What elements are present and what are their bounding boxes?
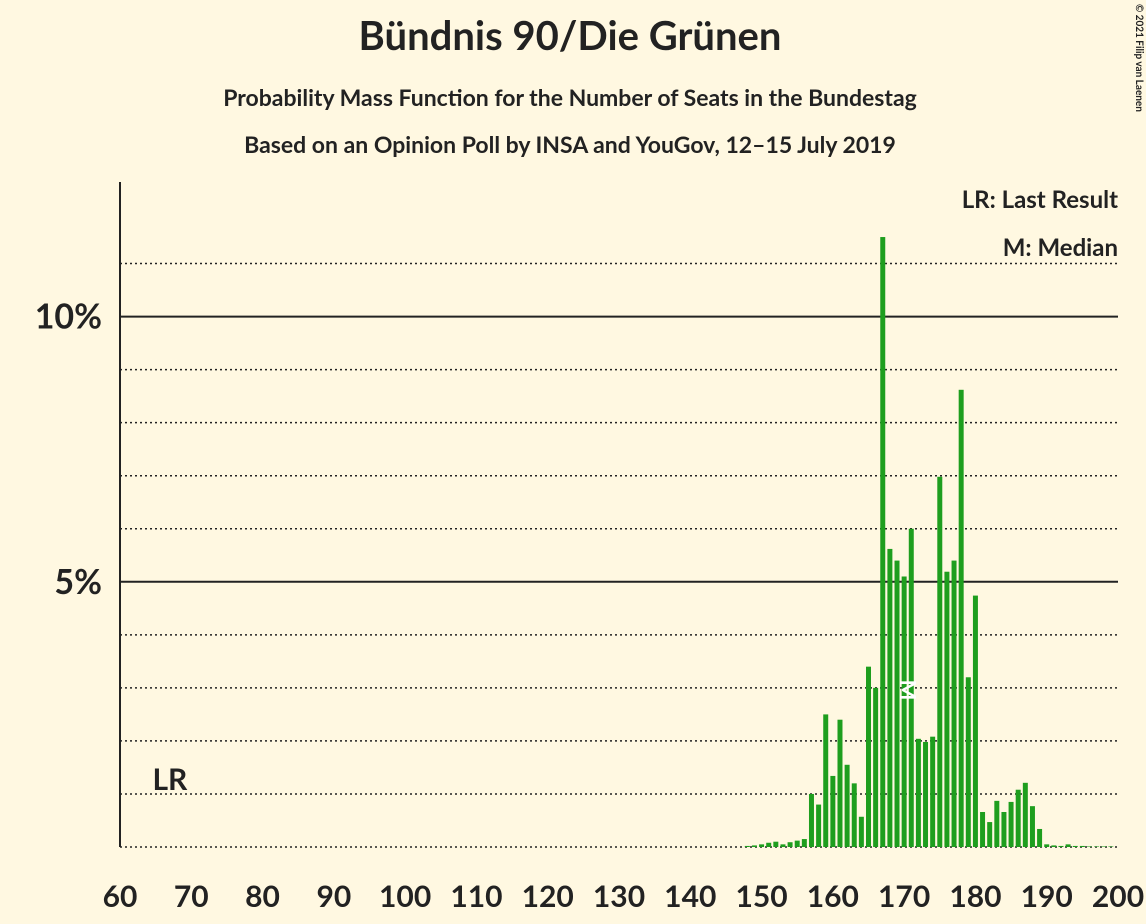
bar — [1094, 846, 1100, 847]
bar — [866, 666, 871, 847]
bar — [1008, 801, 1014, 847]
bar — [987, 822, 993, 847]
bar — [951, 560, 957, 847]
bar — [794, 840, 800, 847]
bar — [744, 845, 750, 847]
bar — [837, 719, 843, 847]
bar — [1037, 828, 1043, 847]
x-tick-label: 180 — [949, 878, 1001, 914]
bar — [787, 842, 793, 847]
bar — [780, 844, 786, 847]
bar — [965, 677, 971, 847]
x-tick-label: 100 — [379, 878, 431, 914]
bar — [915, 738, 921, 847]
bar — [930, 736, 936, 847]
bar — [972, 595, 978, 847]
bar — [830, 775, 836, 847]
bar — [808, 793, 814, 847]
y-tick-label: 10% — [35, 296, 102, 337]
bar — [937, 476, 943, 847]
bar — [887, 548, 893, 847]
x-tick-label: 120 — [522, 878, 574, 914]
x-tick-label: 70 — [174, 878, 209, 914]
bar — [1015, 789, 1021, 847]
bar — [980, 811, 986, 847]
x-tick-label: 130 — [593, 878, 645, 914]
bar — [901, 576, 907, 847]
median-label: M — [895, 680, 922, 701]
bar — [1065, 844, 1071, 847]
y-tick-label: 5% — [54, 561, 102, 602]
bar — [773, 841, 779, 847]
chart-subtitle: Probability Mass Function for the Number… — [223, 83, 917, 111]
bar — [759, 844, 765, 847]
bar — [844, 764, 850, 847]
bar — [894, 560, 900, 847]
legend-entry: LR: Last Result — [962, 185, 1118, 214]
x-tick-label: 190 — [1021, 878, 1073, 914]
bar — [1058, 845, 1064, 847]
bar — [858, 816, 864, 847]
bar — [908, 528, 914, 847]
bar — [801, 839, 807, 847]
bar — [1101, 846, 1107, 847]
bar — [1044, 844, 1050, 847]
bar — [1079, 845, 1085, 847]
bar — [880, 237, 886, 848]
bar — [766, 842, 772, 847]
bar — [1029, 806, 1035, 847]
x-tick-label: 80 — [245, 878, 280, 914]
last-result-label: LR — [152, 761, 188, 797]
bar — [1001, 811, 1007, 847]
x-tick-label: 90 — [316, 878, 351, 914]
bar — [751, 845, 757, 847]
x-tick-label: 160 — [807, 878, 859, 914]
x-tick-label: 200 — [1092, 878, 1144, 914]
x-tick-label: 140 — [664, 878, 716, 914]
bar — [816, 804, 822, 847]
bar — [958, 389, 964, 847]
bar — [1051, 845, 1057, 847]
bar — [1072, 845, 1078, 847]
bar — [1086, 846, 1092, 847]
bar — [823, 714, 829, 847]
bar — [994, 800, 1000, 847]
x-tick-label: 170 — [878, 878, 930, 914]
bar — [851, 783, 857, 847]
bar — [944, 571, 950, 847]
x-tick-label: 60 — [103, 878, 138, 914]
bar — [1108, 846, 1114, 847]
x-tick-label: 150 — [735, 878, 787, 914]
bar — [873, 687, 879, 847]
chart-title: Bündnis 90/Die Grünen — [359, 11, 782, 59]
legend-entry: M: Median — [1003, 233, 1118, 262]
copyright: © 2021 Filip van Laenen — [1133, 4, 1145, 112]
bar — [923, 741, 929, 847]
chart-subtitle: Based on an Opinion Poll by INSA and You… — [244, 130, 896, 158]
bar — [1022, 782, 1028, 847]
x-tick-label: 110 — [450, 878, 502, 914]
